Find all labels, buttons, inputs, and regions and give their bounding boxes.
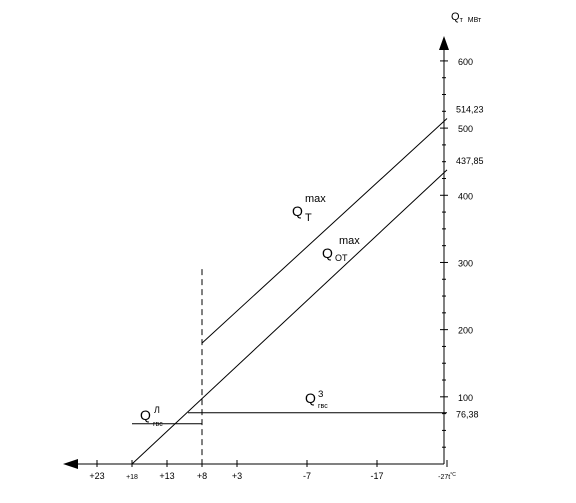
- y-ticks: 100 200 300 400 500 600: [440, 57, 473, 403]
- series-line-q-ot-max: [131, 169, 448, 465]
- label-q-gvs-z-main: Q: [305, 390, 316, 406]
- y-axis-label: Qт МВт: [451, 11, 482, 24]
- label-q-t-max-sub: T: [305, 212, 312, 224]
- value-labels: 514,23 437,85 76,38: [456, 105, 484, 420]
- y-axis-arrow: [439, 36, 449, 50]
- label-q-ot-max: Q max OT: [322, 235, 360, 263]
- x-tick-label: +13: [159, 471, 174, 481]
- y-tick-label: 300: [458, 258, 473, 268]
- y-axis-label-main: Q: [451, 11, 460, 23]
- label-q-gvs-l-main: Q: [140, 407, 151, 423]
- y-minor-ticks: [442, 77, 446, 448]
- x-tick-label: -27t°C: [438, 472, 456, 481]
- value-label: 437,85: [456, 156, 484, 166]
- y-tick-label: 500: [458, 124, 473, 134]
- label-q-ot-max-main: Q: [322, 245, 333, 261]
- y-axis-label-unit: МВт: [468, 17, 482, 24]
- label-q-t-max-sup: max: [305, 193, 326, 205]
- x-tick-label: +23: [89, 471, 104, 481]
- label-q-ot-max-sup: max: [339, 235, 360, 247]
- x-tick-unit: °C: [450, 472, 456, 478]
- series-lines: [131, 118, 448, 465]
- label-q-gvs-l-sup: Л: [154, 405, 160, 415]
- x-tick-label: -17: [370, 471, 383, 481]
- label-q-gvs-z-sup: З: [318, 389, 323, 399]
- y-axis-label-sub: т: [460, 17, 464, 24]
- label-q-gvs-z: Q З гвс: [305, 389, 328, 410]
- value-label: 514,23: [456, 105, 484, 115]
- y-tick-label: 600: [458, 57, 473, 67]
- x-ticks: +23 +18 +13 +8 +3 -7 -17 -27t°C: [89, 460, 456, 481]
- label-q-t-max-main: Q: [292, 203, 303, 219]
- label-q-gvs-l-sub: гвс: [153, 421, 163, 428]
- x-tick-label: +18: [126, 474, 138, 481]
- x-tick-label: -7: [303, 471, 311, 481]
- value-label: 76,38: [456, 410, 479, 420]
- y-tick-label: 400: [458, 191, 473, 201]
- x-axis-arrow: [63, 459, 78, 469]
- series-line-q-t-max: [201, 118, 448, 344]
- y-tick-label: 100: [458, 393, 473, 403]
- x-tick-label: +3: [232, 471, 242, 481]
- label-q-ot-max-sub: OT: [335, 253, 348, 263]
- label-q-gvs-l: Q Л гвс: [140, 405, 163, 428]
- x-tick-label: +8: [197, 471, 207, 481]
- label-q-t-max: Q max T: [292, 193, 326, 224]
- y-tick-label: 200: [458, 326, 473, 336]
- label-q-gvs-z-sub: гвс: [318, 403, 328, 410]
